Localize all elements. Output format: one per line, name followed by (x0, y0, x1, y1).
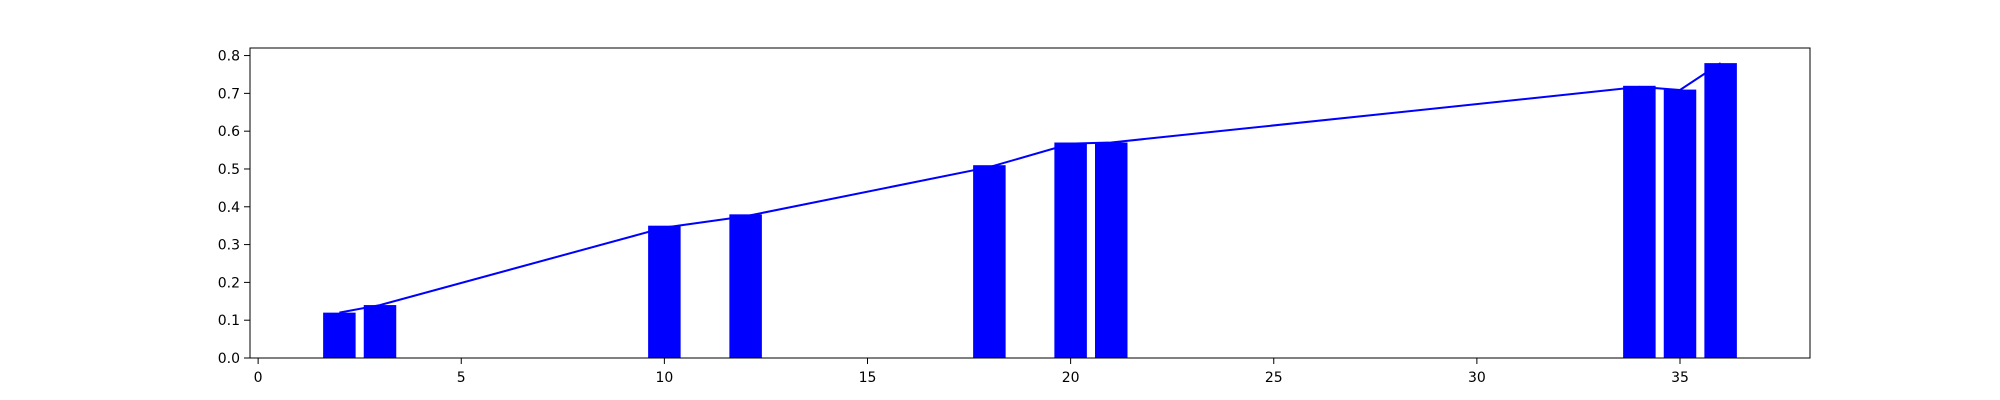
bar (1623, 85, 1656, 359)
y-tick-label: 0.2 (218, 275, 240, 291)
plot-frame (249, 47, 1811, 359)
bar (1704, 63, 1737, 359)
x-tick-label: 0 (254, 370, 263, 386)
x-tick-label: 35 (1671, 370, 1689, 386)
y-tick-label: 0.6 (218, 124, 240, 140)
bar (1095, 142, 1128, 358)
bar (363, 305, 397, 358)
bar (973, 165, 1006, 358)
y-tick-label: 0.5 (218, 162, 240, 178)
line-series (339, 62, 1722, 314)
bar (1663, 89, 1697, 359)
x-tick-label: 15 (859, 370, 877, 386)
y-axis: 0.0 0.1 0.2 0.3 0.4 0.5 0.6 0.7 0.8 (218, 49, 250, 367)
y-tick-label: 0.3 (218, 238, 240, 254)
y-tick-label: 0.4 (218, 200, 240, 216)
y-tick-label: 0.7 (218, 86, 240, 102)
bar (729, 214, 762, 358)
bar (648, 225, 681, 358)
x-tick-label: 25 (1265, 370, 1283, 386)
x-tick-label: 10 (655, 370, 673, 386)
y-tick-label: 0.0 (218, 351, 240, 367)
x-tick-label: 5 (457, 370, 466, 386)
y-tick-label: 0.1 (218, 313, 240, 329)
x-tick-label: 20 (1062, 370, 1080, 386)
bar-series (323, 63, 1737, 359)
x-tick-label: 30 (1468, 370, 1486, 386)
bar (1054, 142, 1087, 358)
y-tick-label: 0.8 (218, 49, 240, 65)
bar (323, 312, 356, 358)
x-axis: 0 5 10 15 20 25 30 35 (254, 358, 1689, 386)
